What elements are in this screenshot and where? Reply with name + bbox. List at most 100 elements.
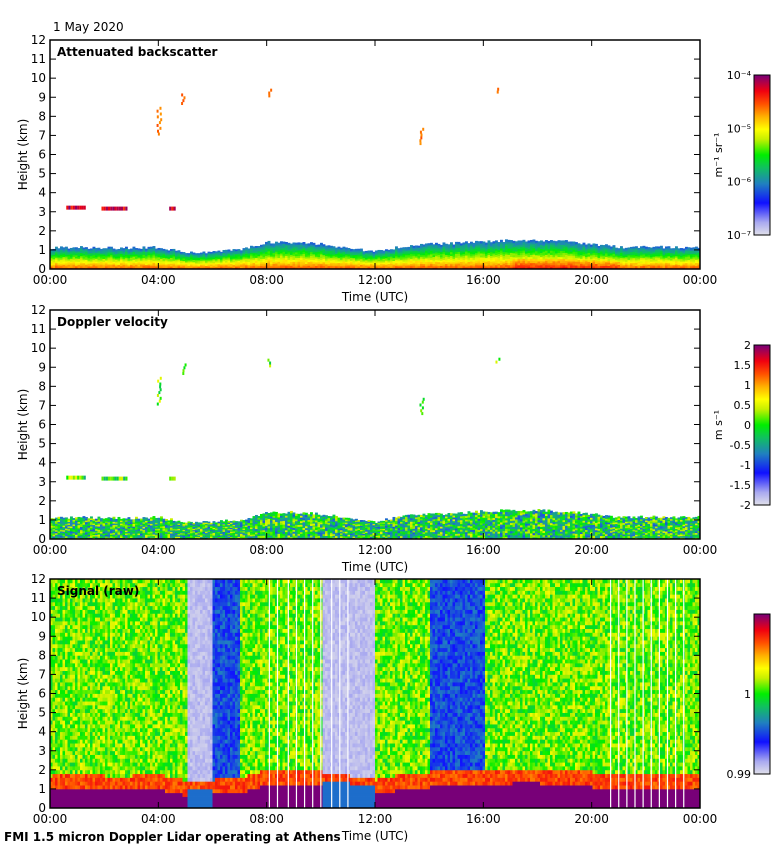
heatmap-cell	[385, 249, 388, 252]
heatmap-cell	[320, 250, 323, 253]
heatmap-cell	[112, 516, 116, 519]
heatmap-cell	[475, 240, 478, 244]
heatmap-cell	[77, 257, 81, 259]
y-tick-label: 6	[38, 148, 46, 162]
heatmap-cell	[390, 260, 393, 263]
heatmap-cell	[60, 256, 63, 259]
heatmap-cell	[155, 248, 158, 251]
heatmap-cell	[250, 250, 253, 253]
heatmap-cell	[252, 260, 256, 263]
heatmap-cell	[325, 245, 328, 248]
heatmap-cell	[302, 249, 306, 253]
heatmap-cell	[430, 244, 433, 247]
heatmap-cell	[367, 262, 371, 265]
heatmap-cell	[357, 257, 361, 260]
x-tick-label: 16:00	[466, 273, 501, 287]
heatmap-cell	[175, 253, 178, 256]
heatmap-cell	[320, 255, 323, 259]
heatmap-cell	[340, 256, 343, 259]
heatmap-cell	[417, 260, 421, 263]
heatmap-cell	[360, 250, 363, 252]
heatmap-cell	[112, 254, 116, 257]
heatmap-cell	[320, 263, 323, 266]
heatmap-cell	[190, 521, 193, 524]
heatmap-cell	[92, 257, 96, 260]
heatmap-cell	[142, 517, 146, 520]
heatmap-cell	[287, 242, 291, 246]
heatmap-cell	[130, 519, 133, 522]
heatmap-cell	[260, 265, 263, 268]
heatmap-cell	[237, 259, 241, 261]
heatmap-cell	[237, 266, 241, 268]
heatmap-cell	[65, 248, 68, 251]
heatmap-cell	[212, 256, 216, 258]
heatmap-cell	[320, 259, 323, 262]
heatmap-cell	[140, 260, 143, 263]
heatmap-cell	[65, 249, 68, 252]
heatmap-cell	[300, 255, 303, 259]
heatmap-cell	[312, 259, 316, 262]
heatmap-cell	[187, 263, 191, 265]
heatmap-cell	[277, 265, 281, 268]
heatmap-cell	[685, 246, 688, 249]
heatmap-cell	[330, 262, 333, 265]
heatmap-cell	[300, 265, 303, 268]
heatmap-cell	[325, 260, 328, 263]
heatmap-cell	[195, 258, 198, 261]
heatmap-cell	[102, 266, 106, 268]
heatmap-cell	[107, 517, 111, 520]
heatmap-cell	[240, 266, 243, 269]
heatmap-cell	[550, 240, 553, 243]
heatmap-cell	[202, 260, 206, 262]
heatmap-cell	[255, 259, 258, 262]
heatmap-cell	[387, 251, 391, 253]
heatmap-cell	[72, 518, 76, 520]
y-tick-label: 12	[31, 33, 46, 47]
heatmap-cell	[250, 518, 253, 521]
heatmap-cell	[450, 242, 453, 245]
heatmap-cell	[277, 252, 281, 255]
heatmap-cell	[390, 254, 393, 257]
heatmap-cell	[342, 253, 346, 256]
heatmap-cell	[120, 258, 123, 261]
heatmap-cell	[245, 264, 248, 267]
heatmap-cell	[152, 254, 156, 257]
heatmap-cell	[100, 254, 103, 257]
heatmap-cell	[130, 252, 133, 255]
heatmap-cell	[427, 259, 431, 263]
heatmap-cell	[150, 254, 153, 257]
heatmap-cell	[157, 256, 161, 259]
heatmap-cell	[145, 266, 148, 268]
heatmap-cell	[302, 242, 306, 245]
heatmap-cell	[282, 259, 286, 262]
heatmap-cell	[350, 257, 353, 260]
heatmap-cell	[115, 259, 118, 261]
heatmap-cell	[155, 258, 158, 261]
heatmap-cell	[120, 262, 123, 265]
heatmap-cell	[280, 261, 283, 264]
heatmap-cell	[152, 265, 156, 268]
heatmap-cell	[415, 255, 418, 258]
heatmap-cell	[382, 265, 386, 267]
heatmap-cell	[132, 519, 136, 522]
heatmap-cell	[380, 266, 383, 269]
heatmap-cell	[350, 258, 353, 261]
heatmap-cell	[107, 262, 111, 265]
heatmap-cell	[330, 245, 333, 248]
heatmap-cell	[232, 253, 236, 256]
heatmap-cell	[90, 263, 93, 265]
heatmap-cell	[172, 256, 176, 258]
heatmap-cell	[265, 253, 268, 256]
heatmap-cell	[285, 255, 288, 258]
heatmap-cell	[302, 253, 306, 256]
heatmap-cell	[340, 261, 343, 264]
heatmap-cell	[190, 261, 193, 264]
heatmap-cell	[70, 253, 73, 256]
heatmap-cell	[295, 263, 298, 266]
heatmap-cell	[250, 247, 253, 250]
heatmap-cell	[160, 252, 163, 255]
heatmap-cell	[127, 261, 131, 264]
heatmap-cell	[177, 251, 181, 254]
heatmap-cell	[67, 260, 71, 263]
heatmap-cell	[192, 259, 196, 262]
